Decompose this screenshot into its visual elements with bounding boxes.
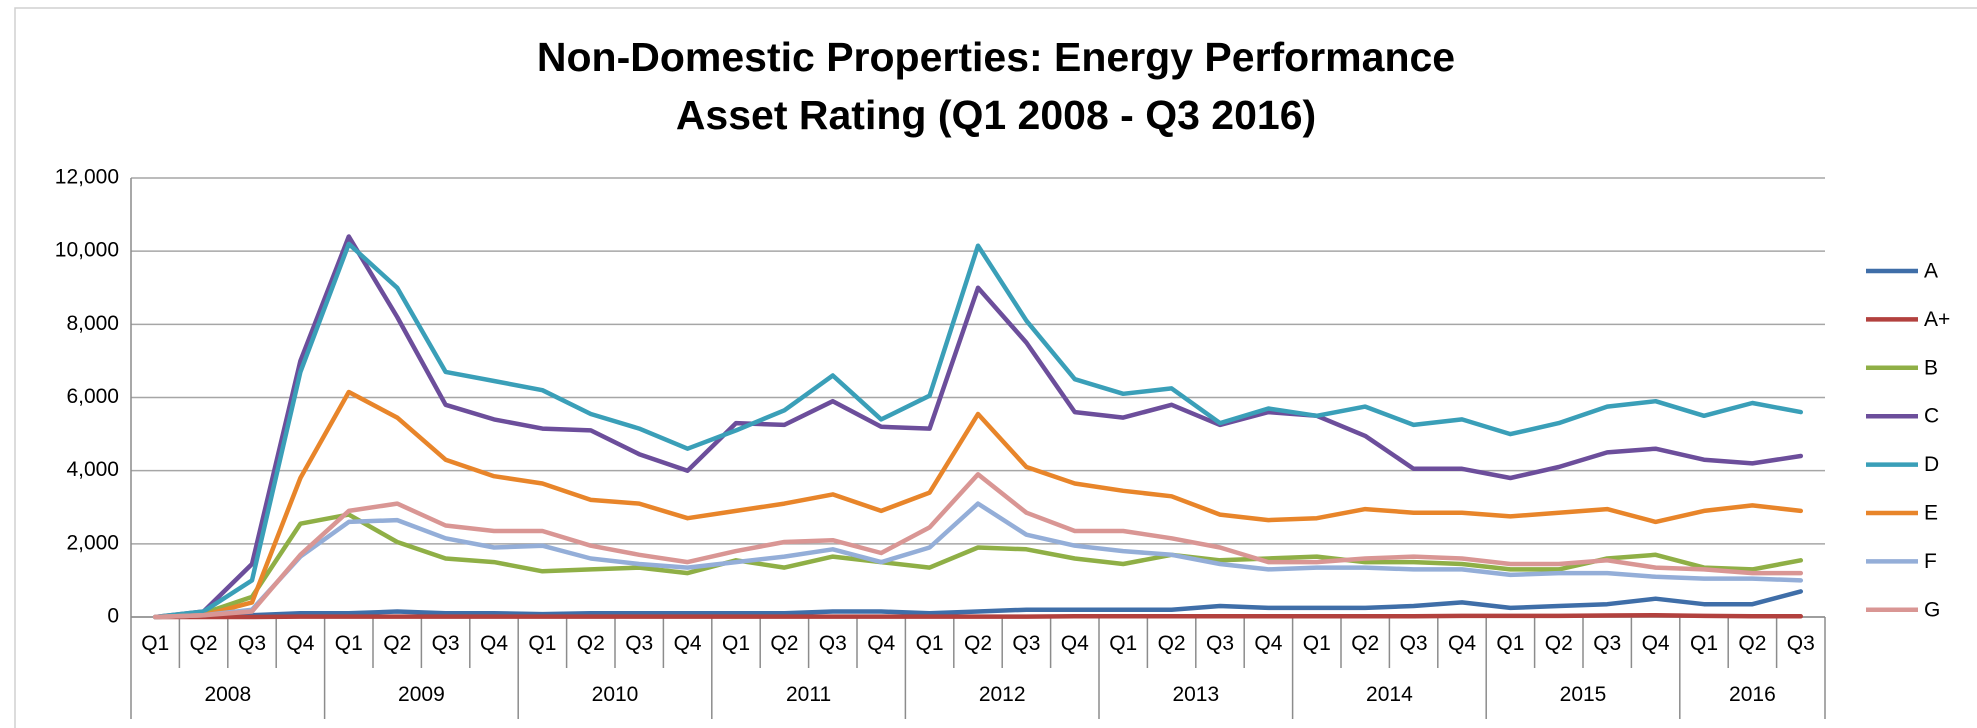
- line-series: [152, 512, 1804, 620]
- line-series: [152, 501, 1804, 620]
- x-tick-label: Q4: [286, 632, 314, 655]
- x-tick-label: Q3: [432, 632, 460, 655]
- x-group-label: 2008: [204, 683, 251, 706]
- x-tick-label: Q4: [867, 632, 895, 655]
- x-tick-label: Q2: [190, 632, 218, 655]
- x-tick-label: Q1: [1109, 632, 1137, 655]
- x-group-label: 2016: [1729, 683, 1776, 706]
- x-group-label: 2014: [1366, 683, 1413, 706]
- x-tick-label: Q3: [1400, 632, 1428, 655]
- legend-label: E: [1924, 502, 1938, 525]
- y-tick-label: 0: [107, 605, 119, 628]
- x-tick-label: Q2: [1158, 632, 1186, 655]
- line-series: [152, 241, 1804, 620]
- line-series: [152, 589, 1804, 620]
- y-tick-label: 2,000: [66, 531, 119, 554]
- legend-label: B: [1924, 356, 1938, 379]
- line-series: [152, 234, 1804, 620]
- y-tick-label: 8,000: [66, 312, 119, 335]
- legend-label: D: [1924, 453, 1939, 476]
- x-tick-label: Q1: [1496, 632, 1524, 655]
- line-series: [152, 472, 1804, 620]
- x-group-label: 2013: [1172, 683, 1219, 706]
- x-tick-label: Q2: [1545, 632, 1573, 655]
- x-tick-label: Q3: [1012, 632, 1040, 655]
- x-tick-label: Q2: [1738, 632, 1766, 655]
- x-group-label: 2011: [786, 683, 831, 706]
- y-tick-label: 10,000: [55, 239, 119, 262]
- y-tick-label: 6,000: [66, 385, 119, 408]
- x-tick-label: Q3: [819, 632, 847, 655]
- x-tick-label: Q1: [1690, 632, 1718, 655]
- legend-label: A+: [1924, 308, 1950, 331]
- x-tick-label: Q4: [674, 632, 702, 655]
- legend-label: A: [1924, 260, 1938, 283]
- y-tick-label: 4,000: [66, 458, 119, 481]
- chart-title: Asset Rating (Q1 2008 - Q3 2016): [676, 92, 1316, 138]
- x-tick-label: Q3: [1787, 632, 1815, 655]
- x-tick-label: Q2: [577, 632, 605, 655]
- x-group-label: 2012: [979, 683, 1026, 706]
- x-tick-label: Q4: [1448, 632, 1476, 655]
- x-tick-label: Q1: [528, 632, 556, 655]
- x-tick-label: Q4: [1642, 632, 1670, 655]
- x-tick-label: Q1: [916, 632, 944, 655]
- y-tick-label: 12,000: [55, 166, 119, 189]
- x-tick-label: Q1: [335, 632, 363, 655]
- x-tick-label: Q1: [1303, 632, 1331, 655]
- line-series: [152, 612, 1804, 620]
- x-tick-label: Q4: [480, 632, 508, 655]
- x-tick-label: Q1: [141, 632, 169, 655]
- x-tick-label: Q4: [1254, 632, 1282, 655]
- legend-label: G: [1924, 598, 1940, 621]
- x-tick-label: Q3: [1593, 632, 1621, 655]
- chart-title: Non-Domestic Properties: Energy Performa…: [537, 34, 1455, 80]
- x-group-label: 2009: [398, 683, 445, 706]
- x-tick-label: Q3: [238, 632, 266, 655]
- line-series: [152, 389, 1804, 620]
- x-tick-label: Q4: [1061, 632, 1089, 655]
- x-group-label: 2010: [592, 683, 639, 706]
- x-tick-label: Q2: [383, 632, 411, 655]
- x-tick-label: Q3: [625, 632, 653, 655]
- legend-label: F: [1924, 550, 1937, 573]
- chart-frame: [14, 7, 1977, 728]
- x-tick-label: Q2: [964, 632, 992, 655]
- x-group-label: 2015: [1560, 683, 1607, 706]
- x-tick-label: Q1: [722, 632, 750, 655]
- x-tick-label: Q2: [1351, 632, 1379, 655]
- legend-label: C: [1924, 405, 1939, 428]
- x-tick-label: Q3: [1206, 632, 1234, 655]
- x-tick-label: Q2: [770, 632, 798, 655]
